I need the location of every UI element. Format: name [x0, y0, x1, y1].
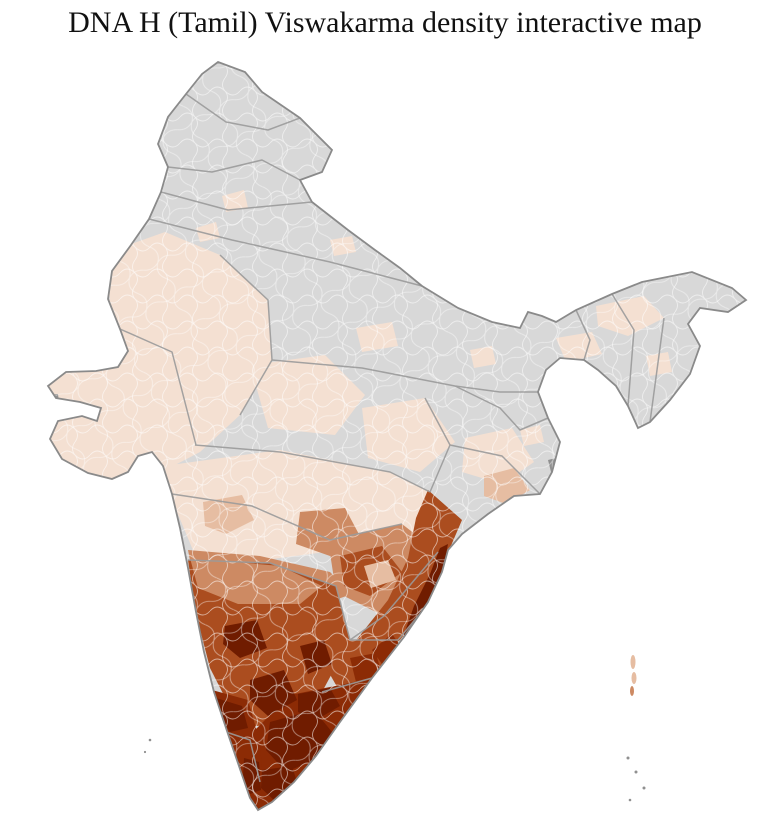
- andaman-island-1[interactable]: [630, 655, 636, 669]
- lakshadweep-islet-1[interactable]: [148, 738, 152, 742]
- nicobar-islet-1[interactable]: [626, 756, 630, 760]
- nicobar-islet-2[interactable]: [634, 770, 638, 774]
- nicobar-islet-4[interactable]: [628, 798, 632, 802]
- page-title: DNA H (Tamil) Viswakarma density interac…: [68, 6, 702, 39]
- andaman-island-3[interactable]: [630, 686, 634, 696]
- lakshadweep-islands[interactable]: [143, 738, 152, 754]
- andaman-nicobar-islands[interactable]: [626, 655, 646, 802]
- district-borders-texture: [48, 62, 746, 810]
- lakshadweep-islet-2[interactable]: [143, 750, 147, 754]
- nicobar-islet-3[interactable]: [642, 786, 646, 790]
- andaman-island-2[interactable]: [631, 672, 637, 684]
- state-borders: [119, 93, 665, 783]
